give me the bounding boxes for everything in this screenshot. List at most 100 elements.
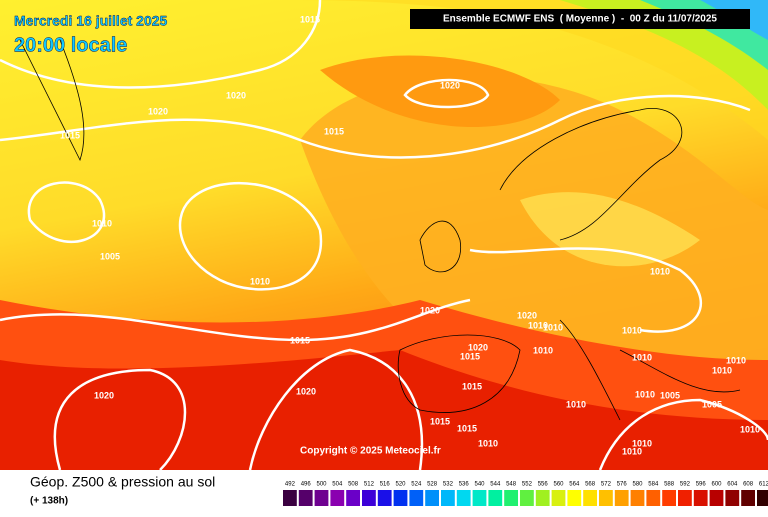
isobar-label: 1020	[440, 80, 460, 90]
scale-swatch	[551, 490, 566, 506]
isobar-label: 1010	[566, 399, 586, 409]
scale-label: 552	[522, 482, 533, 488]
isobar-label: 1010	[632, 438, 652, 448]
isobar-label: 1020	[468, 342, 488, 352]
scale-swatch	[599, 490, 613, 506]
isobar-label: 1015	[324, 126, 344, 136]
scale-swatch	[283, 490, 297, 506]
isobar-label: 1015	[60, 130, 80, 140]
scale-label: 532	[443, 482, 454, 488]
isobar-label: 1005	[660, 390, 680, 400]
isobar-label: 1015	[460, 351, 480, 361]
scale-swatch	[535, 490, 550, 506]
scale-swatch	[362, 490, 376, 506]
isobar-label: 1010	[712, 365, 732, 375]
isobar-label: 1010	[726, 355, 746, 365]
scale-label: 560	[553, 482, 564, 488]
scale-swatch	[472, 490, 487, 506]
isobar-label: 1010	[632, 352, 652, 362]
isobar-label: 1010	[740, 424, 760, 434]
scale-swatch	[520, 490, 534, 506]
isobar-label: 1010	[543, 322, 563, 332]
scale-label: 516	[380, 482, 391, 488]
isobar-label: 1010	[622, 325, 642, 335]
scale-swatch	[488, 490, 503, 506]
isobar-label: 1020	[517, 310, 537, 320]
scale-label: 492	[285, 482, 296, 488]
scale-label: 508	[348, 482, 359, 488]
scale-label: 528	[427, 482, 438, 488]
scale-label: 536	[459, 482, 470, 488]
scale-swatch	[567, 490, 582, 506]
scale-label: 580	[632, 482, 643, 488]
isobar-label: 1015	[462, 381, 482, 391]
date: Mercredi 16 juillet 2025	[14, 13, 168, 29]
scale-swatch	[330, 490, 345, 506]
scale-label: 544	[490, 482, 501, 488]
isobar-label: 1010	[622, 446, 642, 456]
isobar-label: 1010	[528, 320, 548, 330]
scale-swatch	[441, 490, 455, 506]
isobar-label: 1015	[300, 14, 320, 24]
scale-swatch	[409, 490, 424, 506]
scale-swatch	[757, 490, 768, 506]
scale-label: 588	[664, 482, 675, 488]
isobar-label: 1020	[226, 90, 246, 100]
scale-label: 600	[711, 482, 722, 488]
scale-label: 596	[696, 482, 707, 488]
scale-label: 512	[364, 482, 375, 488]
scale-label: 540	[474, 482, 485, 488]
scale-label: 548	[506, 482, 517, 488]
model-box	[410, 9, 750, 29]
isobar-label: 1010	[478, 438, 498, 448]
scale-label: 608	[743, 482, 754, 488]
scale-swatch	[646, 490, 661, 506]
scale-label: 504	[332, 482, 343, 488]
copyright: Copyright © 2025 Meteociel.fr	[300, 446, 441, 457]
isobar-label: 1010	[92, 218, 112, 228]
isobar-label: 1020	[296, 386, 316, 396]
isobar-label: 1015	[430, 416, 450, 426]
header: Mercredi 16 juillet 2025 20:00 locale En…	[14, 9, 750, 56]
scale-label: 568	[585, 482, 596, 488]
time: 20:00 locale	[14, 34, 127, 56]
scale-label: 592	[680, 482, 691, 488]
isobar-label: 1020	[148, 106, 168, 116]
isobar-label: 1010	[533, 345, 553, 355]
scale-swatch	[662, 490, 676, 506]
scale-label: 604	[727, 482, 738, 488]
scale-swatch	[346, 490, 360, 506]
footer-title: Géop. Z500 & pression au sol	[30, 474, 215, 490]
isobar-label: 1020	[420, 305, 440, 315]
isobar-label: 1010	[650, 266, 670, 276]
scale-swatch	[709, 490, 724, 506]
map: 1015102010201015102010151010100510101010…	[0, 0, 768, 471]
scale-swatch	[630, 490, 645, 506]
scale-swatch	[678, 490, 692, 506]
scale-swatch	[425, 490, 439, 506]
scale-swatch	[504, 490, 518, 506]
scale-label: 584	[648, 482, 659, 488]
scale-swatch	[614, 490, 629, 506]
scale-label: 612	[759, 482, 768, 488]
scale-label: 556	[538, 482, 549, 488]
isobar-label: 1020	[94, 390, 114, 400]
isobar-label: 1015	[290, 335, 310, 345]
scale-label: 564	[569, 482, 580, 488]
scale-label: 500	[316, 482, 327, 488]
scale-label: 496	[301, 482, 312, 488]
scale-label: 520	[395, 482, 406, 488]
isobar-label: 1015	[457, 423, 477, 433]
footer: Géop. Z500 & pression au sol (+ 138h) 49…	[30, 474, 768, 507]
scale-swatch	[314, 490, 329, 506]
scale-swatch	[456, 490, 471, 506]
scale-label: 572	[601, 482, 612, 488]
model: Ensemble ECMWF ENS ( Moyenne ) - 00 Z du…	[443, 14, 717, 25]
scale-swatch	[583, 490, 597, 506]
isobar-label: 1005	[702, 399, 722, 409]
scale-swatch	[298, 490, 313, 506]
scale-label: 576	[617, 482, 628, 488]
isobar-label: 1005	[100, 251, 120, 261]
scale-label: 524	[411, 482, 422, 488]
